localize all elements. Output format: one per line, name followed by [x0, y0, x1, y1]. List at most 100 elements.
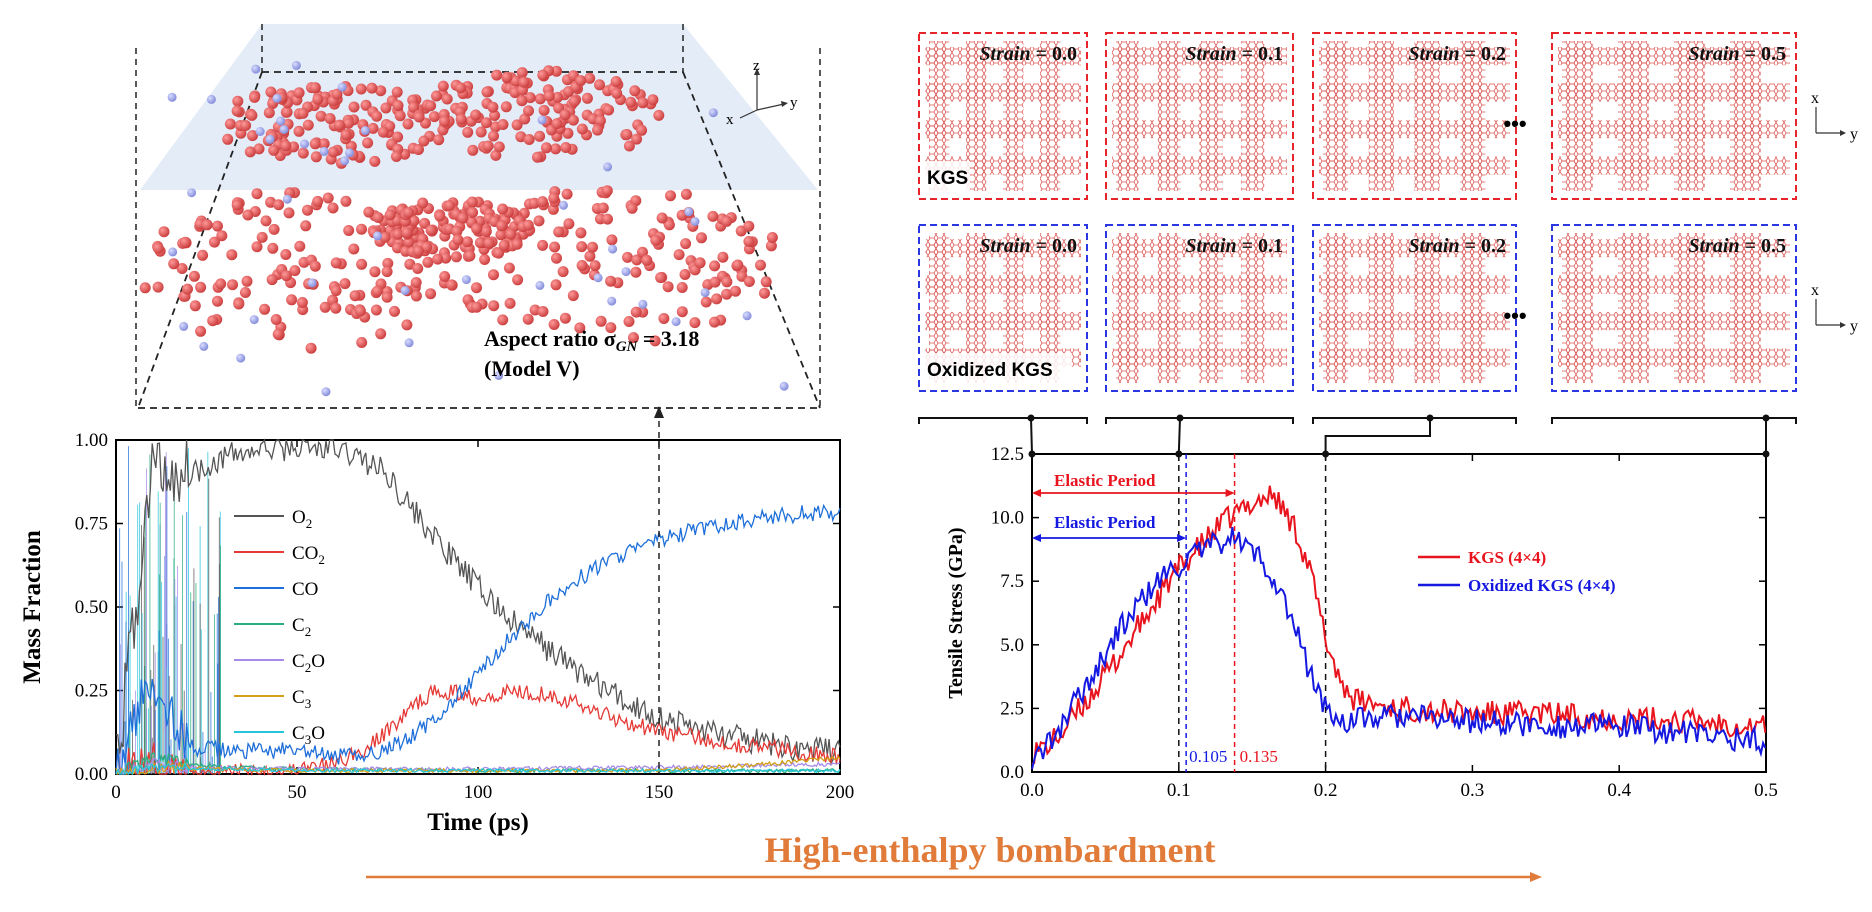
carbon-atom — [680, 238, 692, 250]
carbon-atom — [550, 279, 562, 291]
carbon-atom — [493, 141, 505, 153]
oxygen-atom — [535, 280, 545, 290]
carbon-atom — [330, 302, 342, 314]
legend-label: Oxidized KGS (4×4) — [1468, 576, 1616, 595]
snapshot-tag: KGS — [927, 168, 968, 189]
oxygen-atom — [206, 94, 216, 104]
ellipsis: ••• — [1503, 111, 1526, 136]
carbon-atom — [392, 228, 404, 240]
carbon-atom — [425, 288, 437, 300]
oxygen-atom — [300, 139, 309, 149]
carbon-atom — [360, 99, 372, 111]
carbon-atom — [603, 104, 615, 116]
carbon-atom — [375, 328, 387, 340]
carbon-atom — [297, 147, 309, 159]
legend-subscript: 2 — [305, 660, 312, 675]
carbon-atom — [721, 276, 733, 288]
carbon-atom — [548, 319, 560, 330]
carbon-atom — [408, 215, 420, 227]
atom-cloud — [139, 60, 789, 397]
oxygen-atom — [340, 156, 350, 166]
carbon-atom — [743, 276, 755, 287]
carbon-atom — [663, 219, 675, 231]
oxygen-atom — [690, 217, 700, 226]
plot-frame — [115, 439, 841, 775]
carbon-atom — [630, 306, 642, 318]
carbon-atom — [309, 260, 321, 272]
yield-label-kgs: 0.135 — [1240, 747, 1278, 766]
y-tick-label: 0.0 — [1000, 762, 1024, 783]
lattice-column — [929, 233, 950, 383]
carbon-atom — [601, 185, 613, 197]
y-tick-label: 5.0 — [1000, 635, 1024, 656]
lattice-column — [1241, 41, 1265, 191]
carbon-atom — [260, 215, 272, 227]
carbon-atom — [636, 124, 648, 136]
carbon-atom — [209, 236, 220, 248]
carbon-atom — [730, 285, 741, 297]
lattice-column — [1040, 233, 1061, 383]
carbon-atom — [384, 209, 396, 221]
carbon-atom — [611, 87, 623, 99]
strain-label: Strain = 0.1 — [1185, 43, 1283, 65]
strain-value: = 0.0 — [1031, 235, 1077, 257]
strain-label: Strain = 0.5 — [1688, 235, 1786, 257]
carbon-atom — [576, 260, 588, 271]
carbon-atom — [658, 313, 670, 324]
carbon-atom — [212, 295, 223, 307]
lattice-column — [966, 233, 987, 383]
lattice-column — [966, 41, 987, 191]
carbon-atom — [375, 85, 387, 97]
elastic-arrow-kgs-head — [1225, 489, 1235, 497]
carbon-atom — [139, 282, 151, 294]
strain-word: Strain — [1688, 235, 1739, 257]
carbon-atom — [487, 101, 499, 113]
carbon-atom — [273, 199, 285, 211]
carbon-atom — [631, 133, 643, 145]
carbon-atom — [587, 241, 598, 253]
lattice-row — [1558, 156, 1790, 175]
oxygen-atom — [187, 188, 197, 198]
strain-word: Strain — [1408, 235, 1459, 257]
oxygen-atom — [638, 299, 648, 309]
carbon-atom — [629, 85, 641, 97]
plot-frame — [1031, 453, 1767, 773]
legend-label: C3O — [292, 723, 325, 747]
aspect-ratio-label: Aspect ratio σGN = 3.18 — [484, 326, 699, 355]
oxygen-atom — [319, 146, 329, 156]
carbon-atom — [239, 287, 251, 298]
strain-word: Strain — [979, 235, 1030, 257]
oxygen-atom — [279, 125, 289, 134]
carbon-atom — [575, 227, 587, 239]
strain-connector — [1324, 418, 1431, 454]
carbon-atom — [497, 203, 509, 215]
carbon-atom — [679, 269, 691, 280]
carbon-atom — [581, 92, 593, 104]
oxygen-atom — [179, 321, 189, 331]
strain-word: Strain — [1185, 235, 1236, 257]
oxygen-atom — [249, 315, 259, 325]
carbon-atom — [551, 118, 563, 130]
carbon-atom — [602, 213, 613, 225]
oxygen-atom — [684, 207, 694, 217]
bombardment-label: High-enthalpy bombardment — [764, 830, 1215, 870]
carbon-atom — [231, 199, 243, 211]
carbon-atom — [709, 276, 721, 288]
carbon-atom — [434, 210, 446, 222]
carbon-atom — [511, 238, 523, 250]
carbon-atom — [440, 252, 452, 264]
carbon-atom — [461, 236, 473, 248]
carbon-atom — [512, 274, 524, 286]
carbon-atom — [524, 92, 536, 104]
oxygen-atom — [321, 387, 331, 397]
carbon-atom — [474, 237, 486, 249]
axis-glyph-arrowhead — [1840, 130, 1846, 136]
carbon-atom — [315, 110, 327, 122]
aspect-ratio-subscript: GN — [616, 339, 639, 355]
carbon-atom — [371, 285, 383, 297]
oxygen-atom — [603, 162, 613, 172]
carbon-atom — [760, 276, 772, 288]
elastic-arrow-kgs-head — [1032, 489, 1041, 497]
carbon-atom — [266, 274, 278, 286]
carbon-atom — [493, 247, 505, 259]
